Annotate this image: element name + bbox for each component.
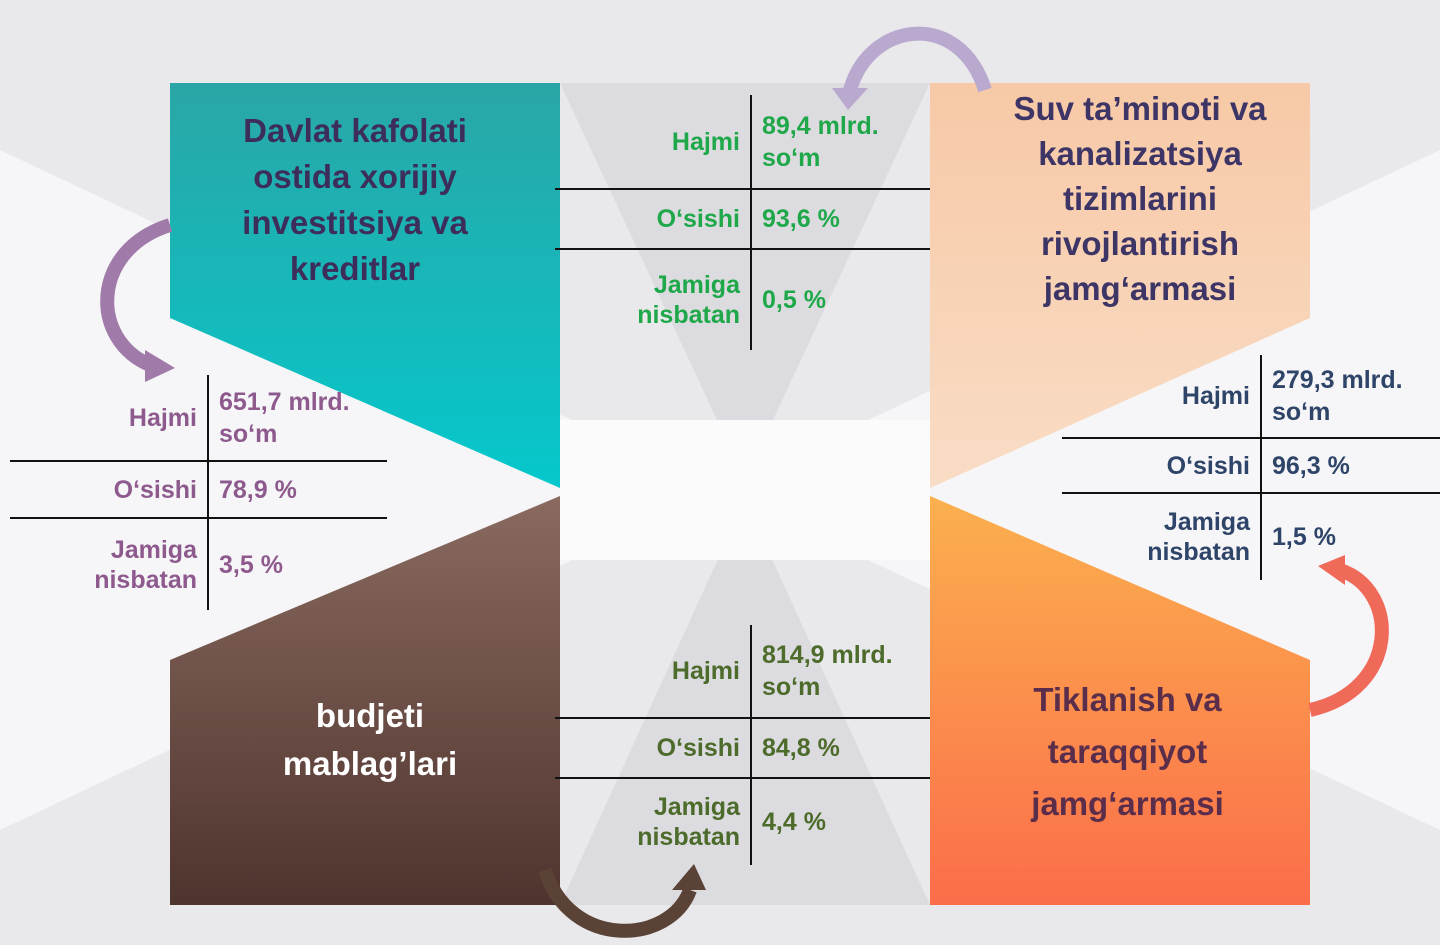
table-row: Hajmi 814,9 mlrd. so‘m — [555, 625, 930, 717]
table-row: Jamiga nisbatan 1,5 % — [1062, 492, 1440, 580]
panel-teal — [170, 83, 560, 488]
table-row: Jamiga nisbatan 0,5 % — [555, 248, 930, 350]
table-row: Jamiga nisbatan 3,5 % — [10, 517, 387, 610]
row-label: Hajmi — [555, 95, 752, 188]
row-value: 3,5 % — [219, 550, 283, 579]
block-title: budjeti mablag’lari — [282, 697, 458, 782]
row-value: 78,9 % — [219, 475, 297, 504]
panel-brown — [170, 496, 560, 905]
row-value: 93,6 % — [762, 205, 840, 233]
table-row: O‘sishi 84,8 % — [555, 717, 930, 777]
row-value: 96,3 % — [1272, 451, 1350, 480]
block-title: Davlat kafolati ostida xorijiy investits… — [242, 112, 468, 287]
table-row: Hajmi 89,4 mlrd. so‘m — [555, 95, 930, 188]
row-value: 84,8 % — [762, 734, 840, 762]
block-title: Tiklanish va taraqqiyot jamg‘armasi — [1031, 681, 1224, 822]
arrow — [1308, 563, 1389, 717]
block-title: Suv ta’minoti va kanalizatsiya tizimlari… — [1013, 90, 1267, 307]
table-row: Jamiga nisbatan 4,4 % — [555, 777, 930, 865]
row-label: O‘sishi — [555, 719, 752, 777]
arrow-head — [672, 864, 706, 890]
table-row: Hajmi 651,7 mlrd. so‘m — [10, 375, 387, 460]
info-table: Hajmi 279,3 mlrd. so‘m O‘sishi 96,3 % Jamiga… — [1062, 355, 1440, 580]
panel-peach — [930, 83, 1310, 488]
arrow — [843, 26, 992, 93]
row-label: O‘sishi — [1062, 439, 1262, 492]
info-table: Hajmi 651,7 mlrd. so‘m O‘sishi 78,9 % Jamiga… — [10, 375, 387, 610]
table-row: Hajmi 279,3 mlrd. so‘m — [1062, 355, 1440, 437]
bg-center — [560, 420, 930, 560]
row-value: 0,5 % — [762, 286, 826, 314]
row-value: 279,3 mlrd. so‘m — [1272, 366, 1403, 426]
row-label: Hajmi — [1062, 355, 1262, 437]
row-value: 814,9 mlrd. so‘m — [762, 641, 893, 701]
bg-shade — [560, 83, 930, 480]
row-label: Hajmi — [555, 625, 752, 717]
row-value: 4,4 % — [762, 808, 826, 836]
arrow-head — [832, 88, 868, 110]
row-label: O‘sishi — [555, 190, 752, 248]
row-label: Jamiga nisbatan — [555, 779, 752, 865]
row-value: 1,5 % — [1272, 523, 1336, 551]
arrow — [100, 218, 173, 372]
row-value: 651,7 mlrd. so‘m — [219, 387, 350, 448]
arrow-head — [1318, 555, 1345, 585]
row-label: Jamiga nisbatan — [555, 250, 752, 350]
arrow-head — [145, 350, 175, 382]
table-row: O‘sishi 78,9 % — [10, 460, 387, 517]
row-label: Jamiga nisbatan — [1062, 494, 1262, 580]
table-row: O‘sishi 93,6 % — [555, 188, 930, 248]
arrow — [538, 867, 697, 938]
panel-orange — [930, 496, 1310, 905]
row-label: O‘sishi — [10, 462, 209, 517]
row-label: Hajmi — [10, 375, 209, 460]
info-table: Hajmi 814,9 mlrd. so‘m O‘sishi 84,8 % Jamiga… — [555, 625, 930, 865]
row-value: 89,4 mlrd. so‘m — [762, 111, 879, 172]
info-table: Hajmi 89,4 mlrd. so‘m O‘sishi 93,6 % Jamiga … — [555, 95, 930, 350]
table-row: O‘sishi 96,3 % — [1062, 437, 1440, 492]
row-label: Jamiga nisbatan — [10, 519, 209, 610]
bg-shade — [560, 500, 930, 905]
